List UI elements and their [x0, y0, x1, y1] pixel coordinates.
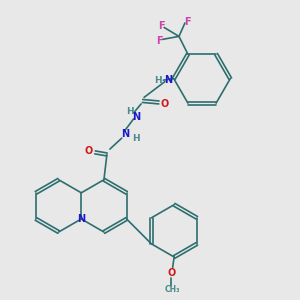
Text: CH₃: CH₃	[164, 285, 180, 294]
Text: H: H	[132, 134, 140, 142]
Text: O: O	[167, 268, 175, 278]
Text: N: N	[77, 214, 85, 224]
Text: H: H	[154, 76, 162, 85]
Text: O: O	[161, 99, 169, 109]
Text: F: F	[158, 21, 164, 31]
Text: F: F	[156, 36, 162, 46]
Text: N: N	[133, 112, 141, 122]
Text: N: N	[164, 75, 172, 85]
Text: N: N	[121, 129, 129, 139]
Text: F: F	[184, 16, 191, 26]
Text: O: O	[85, 146, 93, 157]
Text: H: H	[126, 107, 134, 116]
